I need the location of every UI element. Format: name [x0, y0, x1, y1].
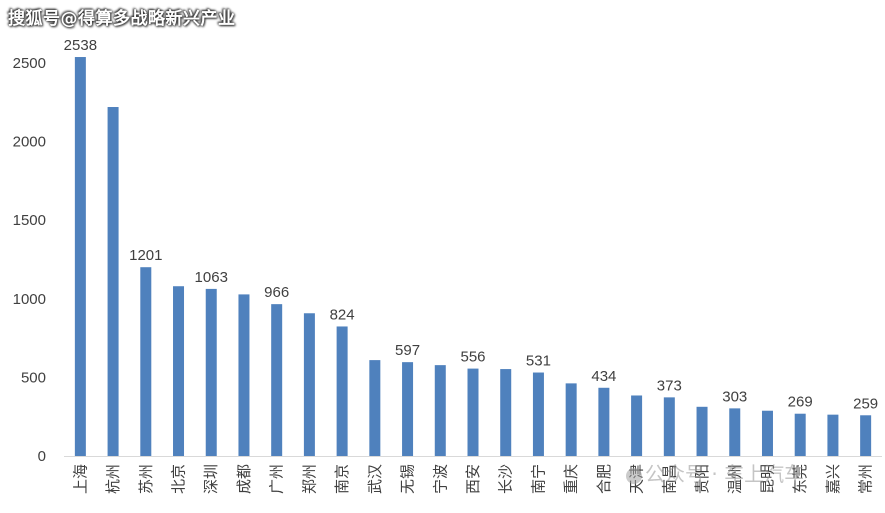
data-label: 824: [330, 306, 355, 323]
bar: [271, 304, 283, 456]
bar: [434, 365, 446, 456]
bars-group: [74, 57, 872, 457]
y-tick-label: 0: [38, 448, 46, 465]
x-tick-label: 成都: [235, 464, 253, 494]
bar: [860, 415, 872, 456]
data-label: 2538: [64, 37, 97, 54]
bar: [205, 288, 217, 456]
x-tick-label: 东莞: [791, 464, 809, 494]
x-tick-label: 北京: [170, 464, 188, 494]
x-tick-labels-group: 上海杭州苏州北京深圳成都广州郑州南京武汉无锡宁波西安长沙南宁重庆合肥天津南昌贵阳…: [71, 464, 874, 494]
y-tick-label: 1000: [13, 291, 46, 308]
watermark: 搜狐号@得算多战略新兴产业: [8, 9, 236, 29]
x-tick-label: 杭州: [104, 464, 122, 494]
y-tick-label: 2500: [13, 55, 46, 72]
y-tick-label: 1500: [13, 212, 46, 229]
x-tick-label: 温州: [726, 464, 744, 494]
bar: [140, 267, 152, 456]
bar: [663, 397, 675, 456]
data-label: 597: [395, 342, 420, 359]
x-tick-label: 苏州: [137, 464, 155, 494]
bar: [500, 369, 512, 456]
bar: [696, 406, 708, 456]
data-label: 303: [722, 388, 747, 405]
x-tick-label: 深圳: [202, 464, 220, 494]
data-label: 1201: [129, 247, 162, 264]
bar: [532, 372, 544, 456]
x-tick-label: 南宁: [529, 464, 547, 494]
bar: [402, 362, 414, 456]
bar: [794, 413, 806, 456]
x-tick-label: 长沙: [497, 464, 515, 494]
x-tick-label: 武汉: [366, 464, 384, 494]
bar: [336, 326, 348, 456]
bar: [761, 410, 773, 456]
bar: [74, 57, 86, 457]
data-label: 434: [591, 368, 616, 385]
bar: [303, 313, 315, 456]
bar: [729, 408, 741, 456]
bar: [631, 395, 643, 456]
bar: [598, 387, 610, 456]
data-label: 556: [460, 349, 485, 366]
x-tick-label: 昆明: [758, 464, 776, 494]
watermark-corner: 公众号 · 车上汽车: [626, 458, 804, 487]
bar: [238, 294, 250, 456]
x-tick-label: 无锡: [399, 464, 417, 494]
bar: [107, 107, 119, 457]
data-label: 966: [264, 284, 289, 301]
data-label: 259: [853, 395, 878, 412]
data-label: 1063: [195, 269, 228, 286]
wechat-icon: [626, 467, 642, 484]
watermark-corner-text: 公众号 · 车上汽车: [645, 462, 805, 486]
bar: [369, 360, 381, 456]
data-label: 373: [657, 377, 682, 394]
bar: [565, 383, 577, 456]
x-tick-label: 嘉兴: [824, 464, 842, 494]
x-tick-label: 宁波: [431, 464, 449, 494]
x-tick-label: 南京: [333, 464, 351, 494]
y-tick-label: 500: [21, 369, 46, 386]
x-tick-label: 常州: [857, 464, 875, 494]
x-tick-label: 南昌: [660, 464, 678, 494]
x-tick-label: 郑州: [300, 464, 318, 494]
y-axis: 0 500 1000 1500 2000 2500: [13, 55, 46, 465]
bar: [827, 414, 839, 456]
x-tick-label: 重庆: [562, 464, 580, 494]
x-tick-label: 贵阳: [693, 464, 711, 494]
y-tick-label: 2000: [13, 134, 46, 151]
bar: [467, 368, 479, 456]
x-tick-label: 广州: [268, 464, 286, 494]
data-labels-group: 2538 1201 1063 966 824 597 556 531 434 373 303 269 2…: [64, 37, 878, 412]
data-label: 269: [788, 394, 813, 411]
x-tick-label: 上海: [71, 464, 89, 494]
data-label: 531: [526, 353, 551, 370]
bar: [173, 286, 185, 456]
x-tick-label: 西安: [464, 464, 482, 494]
x-tick-label: 合肥: [595, 464, 613, 494]
